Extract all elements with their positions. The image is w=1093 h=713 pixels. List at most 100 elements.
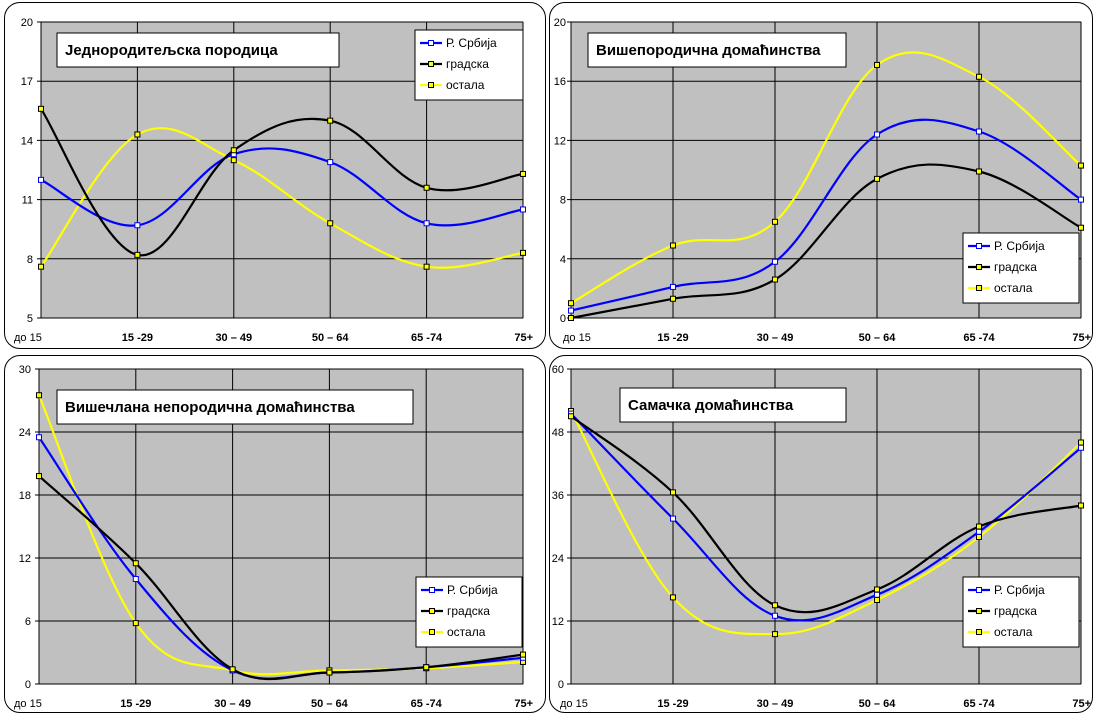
data-point-gradska (976, 523, 982, 530)
data-point-ostala (38, 263, 44, 270)
data-point-ostala (772, 631, 778, 638)
data-point-gradska (976, 168, 982, 175)
x-tick-label: 15 -29 (120, 698, 151, 710)
data-point-gradska (520, 651, 526, 658)
y-tick-label: 16 (554, 76, 566, 88)
x-tick-label: 65 -74 (411, 332, 443, 344)
x-tick-label: 50 – 64 (859, 698, 897, 710)
legend-swatch-marker (429, 629, 435, 635)
chart-title: Вишечлана непородична домаћинства (65, 399, 355, 416)
chart-title: Самачка домаћинства (628, 397, 794, 414)
data-point-gradska (38, 105, 44, 112)
legend-label: остала (994, 281, 1033, 295)
data-point-gradska (568, 413, 574, 420)
legend-swatch-marker (428, 82, 434, 88)
y-tick-label: 8 (560, 195, 566, 207)
data-point-gradska (772, 276, 778, 283)
legend-swatch-marker (976, 285, 982, 291)
data-point-gradska (327, 117, 334, 124)
y-tick-label: 20 (554, 17, 566, 29)
series-line-gradska (570, 415, 1082, 614)
data-point-gradska (326, 669, 333, 676)
data-point-gradska (230, 147, 237, 154)
data-point-gradska (132, 560, 139, 567)
chart-title-box (619, 387, 847, 423)
data-point-ostala (423, 263, 430, 270)
legend-label: Р. Србија (994, 239, 1045, 253)
y-tick-label: 36 (552, 490, 564, 502)
data-point-gradska (874, 586, 880, 593)
x-tick-label: 30 – 49 (215, 332, 252, 344)
data-point-srbija (670, 283, 676, 290)
chart-multi-family: 0 4 8 12 16 20 до 15 15 -29 30 – 49 50 – 64 65 -74… (554, 17, 1091, 344)
data-point-ostala (134, 131, 141, 138)
series-line-srbija (570, 118, 1082, 312)
x-tick-label: до 15 (14, 698, 42, 710)
legend-label: Р. Србија (994, 583, 1045, 597)
data-point-srbija (1078, 196, 1084, 203)
data-point-ostala (976, 73, 982, 80)
chart-title: Једнородитељска породица (65, 42, 278, 59)
x-tick-label: 15 -29 (657, 698, 688, 710)
y-tick-label: 30 (19, 364, 31, 376)
x-tick-label: 50 – 64 (311, 698, 349, 710)
x-tick-label: 75+ (1072, 332, 1091, 344)
y-tick-label: 0 (560, 313, 566, 325)
x-tick-label: 15 -29 (122, 332, 153, 344)
y-tick-label: 11 (22, 195, 33, 207)
legend-label: остала (447, 625, 486, 639)
legend-swatch-marker (428, 61, 434, 67)
legend-label: остала (994, 625, 1033, 639)
data-point-gradska (670, 489, 676, 496)
y-tick-label: 5 (27, 313, 33, 325)
data-point-ostala (132, 620, 139, 627)
data-point-gradska (1078, 502, 1084, 509)
series-line-srbija (40, 147, 524, 227)
x-tick-label: до 15 (14, 332, 42, 344)
x-tick-label: 50 – 64 (859, 332, 897, 344)
legend-swatch-marker (976, 629, 982, 635)
data-point-srbija (568, 307, 574, 314)
y-tick-label: 14 (21, 135, 33, 147)
chart-single-person: 0 12 24 36 48 60 до 15 15 -29 30 – 49 50 – 64 65 -… (552, 364, 1091, 710)
legend-label: остала (446, 78, 485, 92)
data-point-ostala (874, 61, 880, 68)
y-tick-label: 20 (21, 17, 33, 29)
x-tick-label: 50 – 64 (312, 332, 350, 344)
data-point-srbija (38, 176, 44, 183)
y-tick-label: 24 (552, 553, 564, 565)
data-point-srbija (772, 258, 778, 265)
data-point-srbija (976, 128, 982, 135)
legend-swatch-marker (428, 40, 434, 46)
data-point-srbija (670, 515, 676, 522)
data-point-srbija (423, 220, 430, 227)
y-tick-label: 18 (19, 490, 31, 502)
data-point-ostala (36, 392, 42, 399)
legend-swatch-marker (429, 587, 435, 593)
legend-swatch-marker (429, 608, 435, 614)
y-tick-label: 4 (560, 254, 566, 266)
data-point-ostala (1078, 439, 1084, 446)
data-point-srbija (36, 434, 42, 441)
x-tick-label: до 15 (560, 698, 588, 710)
data-point-srbija (132, 576, 139, 582)
x-tick-label: 15 -29 (657, 332, 688, 344)
data-point-gradska (874, 175, 880, 182)
data-point-srbija (772, 612, 778, 619)
chart-title-box (56, 389, 414, 425)
data-point-gradska (229, 666, 236, 673)
data-point-gradska (36, 473, 42, 480)
x-tick-label: 75+ (1072, 698, 1091, 710)
data-point-ostala (670, 594, 676, 601)
data-point-ostala (568, 300, 574, 307)
data-point-ostala (772, 218, 778, 225)
x-tick-label: 65 -74 (963, 698, 995, 710)
y-tick-label: 6 (25, 616, 31, 628)
y-tick-label: 12 (554, 135, 566, 147)
legend-label: градска (447, 604, 490, 618)
data-point-gradska (134, 251, 141, 258)
data-point-srbija (520, 206, 526, 213)
chart-title-box (587, 32, 847, 68)
data-point-srbija (874, 591, 880, 598)
data-point-ostala (1078, 162, 1084, 169)
